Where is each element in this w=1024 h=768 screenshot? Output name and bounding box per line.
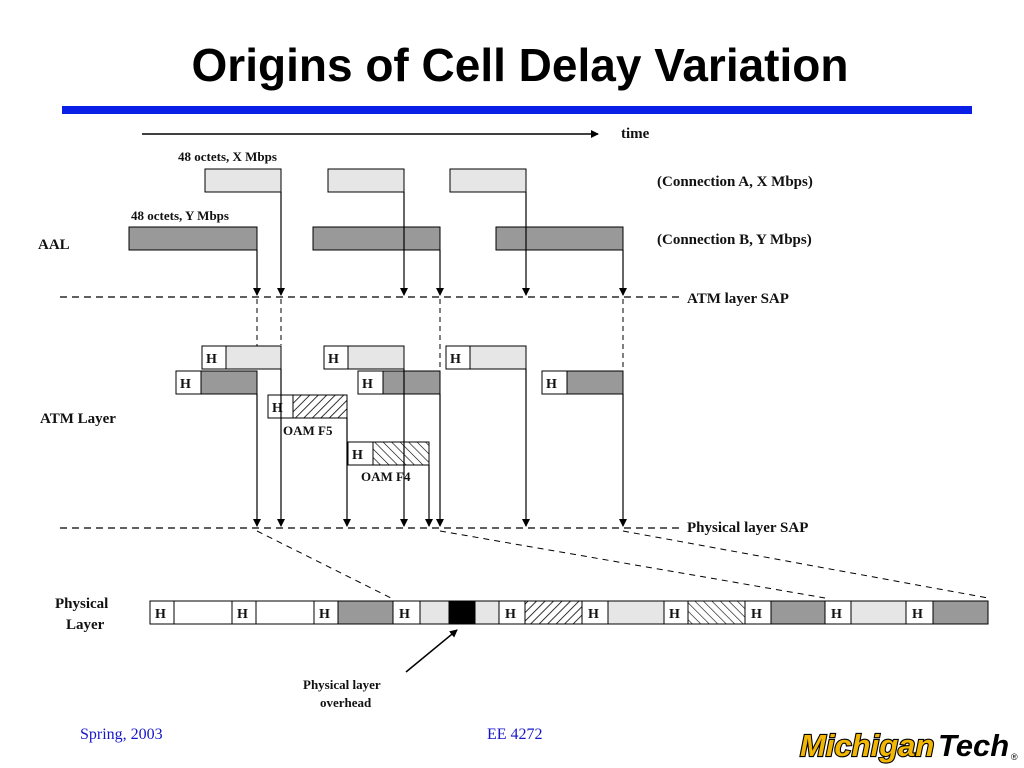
conn-a-cell: [204, 168, 282, 193]
atm-cell-a: H: [445, 345, 527, 370]
conn-b-cell: [495, 226, 624, 251]
svg-text:H: H: [450, 352, 461, 367]
svg-text:H: H: [505, 607, 516, 622]
conn-b-size-label: 48 octets, Y Mbps: [131, 208, 229, 223]
svg-text:Michigan: Michigan: [800, 728, 934, 763]
overhead-label: Physical layer: [303, 677, 381, 692]
time-label: time: [621, 126, 650, 142]
svg-text:H: H: [669, 607, 680, 622]
atm-cell-b: H: [357, 370, 441, 395]
footer-course: EE 4272: [487, 726, 543, 743]
atm-sap-label: ATM layer SAP: [687, 291, 789, 307]
conn-a-label: (Connection A, X Mbps): [657, 174, 813, 190]
physical-stream-headers: H H H H H H H H H H: [155, 607, 923, 622]
svg-text:H: H: [319, 607, 330, 622]
conn-a-size-label: 48 octets, X Mbps: [178, 149, 277, 164]
page-title: Origins of Cell Delay Variation: [191, 39, 849, 91]
phys-layer-label: Layer: [66, 617, 105, 633]
physical-stream: [149, 600, 989, 625]
conn-b-label: (Connection B, Y Mbps): [657, 232, 812, 248]
atm-cell-a: H: [201, 345, 282, 370]
svg-text:H: H: [362, 377, 373, 392]
aal-to-atm-arrows: [253, 192, 627, 296]
oam-f4-cell: H: [347, 441, 430, 466]
conn-a-cell: [327, 168, 405, 193]
svg-text:H: H: [352, 448, 363, 463]
svg-text:H: H: [237, 607, 248, 622]
svg-text:H: H: [588, 607, 599, 622]
projection-lines: [256, 530, 989, 599]
atm-to-phys-arrows: [253, 369, 627, 527]
oam-f4-label: OAM F4: [361, 469, 411, 484]
svg-text:H: H: [328, 352, 339, 367]
atm-cell-b: H: [541, 370, 624, 395]
aal-label: AAL: [38, 237, 70, 253]
phys-sap-label: Physical layer SAP: [687, 520, 808, 536]
overhead-pointer-arrow: [405, 629, 458, 673]
title-underline: [62, 106, 972, 114]
svg-text:H: H: [155, 607, 166, 622]
phys-layer-label: Physical: [55, 596, 108, 612]
conn-a-cell: [449, 168, 527, 193]
atm-cell-a: H: [323, 345, 405, 370]
conn-b-cell: [128, 226, 258, 251]
svg-text:H: H: [546, 377, 557, 392]
oam-f5-label: OAM F5: [283, 423, 333, 438]
footer-date: Spring, 2003: [80, 726, 163, 743]
svg-text:®: ®: [1011, 752, 1018, 762]
svg-text:H: H: [751, 607, 762, 622]
svg-text:H: H: [399, 607, 410, 622]
svg-text:H: H: [912, 607, 923, 622]
atm-layer-label: ATM Layer: [40, 411, 116, 427]
atm-layer-dashed-guides: [256, 299, 624, 370]
svg-text:H: H: [272, 401, 283, 416]
conn-b-cell: [312, 226, 441, 251]
atm-cell-b: H: [175, 370, 258, 395]
overhead-label: overhead: [320, 695, 372, 710]
svg-text:H: H: [831, 607, 842, 622]
svg-text:H: H: [206, 352, 217, 367]
oam-f5-cell: H: [267, 394, 348, 419]
michigan-tech-logo: Michigan Tech ®: [799, 727, 1018, 764]
svg-text:H: H: [180, 377, 191, 392]
svg-text:Tech: Tech: [938, 728, 1009, 763]
